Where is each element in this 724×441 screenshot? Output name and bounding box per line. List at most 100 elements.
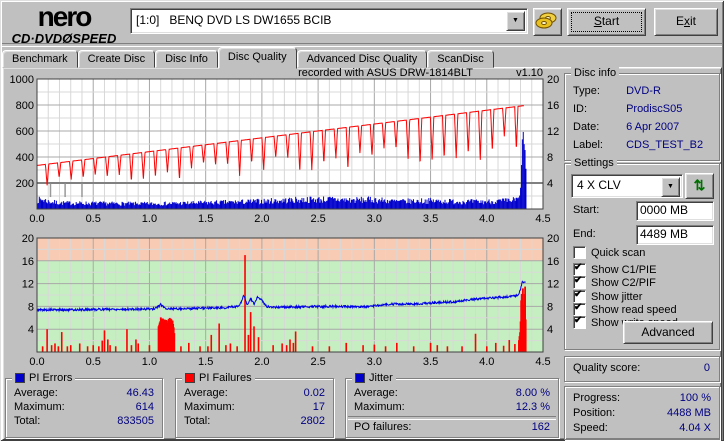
svg-text:12: 12 (547, 279, 559, 291)
logo-nero: nero (37, 1, 93, 32)
jitter-average-label: Average: (354, 387, 398, 399)
tab-benchmark[interactable]: Benchmark (2, 50, 78, 68)
disc-date-label: Date: (573, 121, 600, 133)
scan-speed-select[interactable]: 4 X CLV ▼ (571, 174, 683, 198)
svg-text:16: 16 (22, 256, 34, 268)
tab-advanced-disc-quality[interactable]: Advanced Disc Quality (296, 50, 428, 68)
svg-text:12: 12 (22, 279, 34, 291)
svg-text:3.5: 3.5 (423, 213, 438, 225)
svg-text:2.5: 2.5 (310, 213, 325, 225)
exit-button-label: Exit (675, 14, 696, 28)
svg-text:1.5: 1.5 (198, 356, 213, 368)
quick-scan-checkbox[interactable]: Quick scan (573, 246, 645, 259)
jitter-panel-divider (348, 416, 556, 420)
checkbox-icon[interactable] (573, 315, 586, 329)
svg-text:20: 20 (22, 234, 34, 245)
pif-maximum-label: Maximum: (184, 401, 235, 413)
pie-maximum-label: Maximum: (14, 401, 65, 413)
advanced-button-label: Advanced (641, 325, 695, 339)
exit-button[interactable]: Exit (654, 8, 718, 36)
chevron-down-icon[interactable]: ▼ (506, 11, 525, 31)
svg-text:1.5: 1.5 (198, 213, 213, 225)
pif-average-label: Average: (184, 387, 228, 399)
end-mb-field[interactable]: 4489 MB (636, 225, 714, 245)
pi-failures-title: PI Failures (199, 372, 252, 384)
show-c1-pie-checkbox[interactable]: Show C1/PIE (573, 262, 657, 276)
tab-scandisc[interactable]: ScanDisc (427, 50, 494, 68)
jitter-title: Jitter (369, 372, 393, 384)
svg-text:0.5: 0.5 (86, 356, 101, 368)
svg-text:4: 4 (547, 178, 553, 190)
chevron-down-icon[interactable]: ▼ (661, 177, 680, 197)
tab-create-disc[interactable]: Create Disc (77, 50, 156, 68)
svg-text:200: 200 (16, 178, 34, 190)
pie-and-write-speed-chart: 200 400 600 800 1000 4 8 12 16 20 0.0 0.5 1.0 1.5 2.0 2… (10, 68, 560, 225)
checkbox-icon[interactable] (573, 262, 586, 276)
svg-text:4.0: 4.0 (479, 213, 494, 225)
drive-selector[interactable]: [1:0] BENQ DVD LS DW1655 BCIB ▼ (130, 8, 528, 34)
po-failures-label: PO failures: (354, 421, 412, 433)
advanced-button[interactable]: Advanced (623, 321, 713, 344)
start-button[interactable]: Start (567, 8, 646, 36)
svg-text:3.5: 3.5 (423, 356, 438, 368)
app-logo: nero CD·DVDØSPEED (4, 1, 124, 46)
position-label: Position: (573, 407, 616, 419)
progress-row: Progress: 100 % (573, 392, 711, 406)
pie-maximum-value: 614 (135, 401, 154, 413)
svg-text:16: 16 (547, 100, 559, 112)
tab-disc-quality[interactable]: Disc Quality (217, 47, 297, 69)
svg-text:4: 4 (28, 324, 34, 336)
disc-date-value: 6 Apr 2007 (626, 121, 680, 133)
svg-text:1.0: 1.0 (142, 213, 157, 225)
quality-score-label: Quality score: (573, 362, 641, 374)
svg-text:16: 16 (547, 256, 559, 268)
svg-text:4.5: 4.5 (535, 213, 550, 225)
progress-panel: Progress: 100 % Position: 4488 MB Speed:… (564, 386, 720, 440)
show-c2-pif-label: Show C2/PIF (591, 276, 656, 289)
tab-bar: Benchmark Create Disc Disc Info Disc Qua… (2, 47, 494, 69)
disc-type-row: Type: DVD-R (573, 85, 661, 99)
disc-label-label: Label: (573, 139, 603, 151)
svg-text:recorded with ASUS DRW-18: recorded with ASUS DRW-1814BLT (298, 68, 473, 79)
quick-scan-label: Quick scan (591, 246, 646, 259)
pie-average-value: 46.43 (126, 387, 154, 399)
disc-id-label: ID: (573, 103, 588, 115)
pie-total-value: 833505 (117, 415, 154, 427)
tab-disc-info[interactable]: Disc Info (155, 50, 218, 68)
show-c2-pif-checkbox[interactable]: Show C2/PIF (573, 275, 656, 289)
start-mb-label: Start: (573, 204, 600, 216)
show-jitter-checkbox[interactable]: Show jitter (573, 289, 642, 303)
disc-type-value: DVD-R (626, 85, 661, 97)
disc-label-value: CDS_TEST_B2 (626, 139, 704, 151)
jitter-maximum-label: Maximum: (354, 401, 405, 413)
pie-total-label: Total: (14, 415, 41, 427)
speed-value: 4.04 X (679, 422, 711, 434)
po-failures-value: 162 (531, 421, 550, 433)
pi-errors-swatch-icon (15, 373, 25, 383)
disc-info-title: Disc info (571, 67, 620, 79)
progress-value: 100 % (679, 392, 711, 404)
svg-text:12: 12 (547, 126, 559, 138)
svg-text:20: 20 (547, 234, 559, 245)
pi-errors-legend: PI Errors (12, 372, 76, 384)
pi-errors-title: PI Errors (29, 372, 73, 384)
quality-score-panel: Quality score: 0 (564, 356, 720, 382)
start-mb-field[interactable]: 0000 MB (636, 201, 714, 221)
pif-total-label: Total: (184, 415, 211, 427)
checkbox-icon[interactable] (573, 275, 586, 289)
jitter-panel: Jitter Average: 8.00 % Maximum: 12.3 % PO … (345, 372, 559, 438)
show-read-speed-checkbox[interactable]: Show read speed (573, 302, 677, 316)
jitter-swatch-icon (355, 373, 365, 383)
disc-info-button[interactable] (533, 8, 562, 36)
pi-failures-panel: PI Failures Average: 0.02 Maximum: 17 Tota… (175, 372, 334, 438)
drive-selector-value: [1:0] BENQ DVD LS DW1655 BCIB (136, 13, 332, 27)
svg-text:2.0: 2.0 (254, 356, 269, 368)
svg-text:8: 8 (547, 152, 553, 164)
checkbox-icon[interactable] (573, 246, 586, 259)
scan-speed-value: 4 X CLV (577, 178, 621, 192)
refresh-button[interactable]: ⇅ (685, 173, 714, 199)
show-c1-pie-label: Show C1/PIE (591, 263, 657, 276)
svg-text:4.0: 4.0 (479, 356, 494, 368)
svg-text:800: 800 (16, 100, 34, 112)
svg-text:0.5: 0.5 (86, 213, 101, 225)
